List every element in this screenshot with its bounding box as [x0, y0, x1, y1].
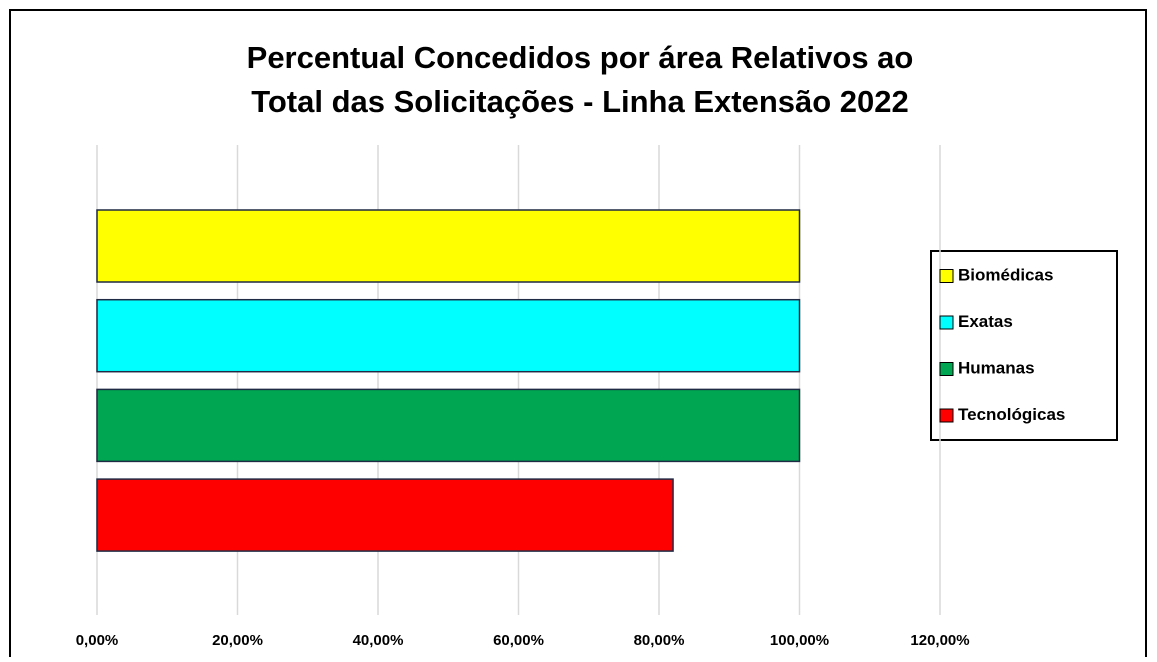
x-tick-label: 120,00% [910, 632, 969, 649]
bar [96, 298, 801, 373]
x-tick-label: 60,00% [493, 632, 544, 649]
x-tick-label: 0,00% [76, 632, 119, 649]
x-tick-label: 80,00% [634, 632, 685, 649]
x-tick-label: 100,00% [770, 632, 829, 649]
legend-swatch [939, 408, 954, 423]
legend-label: Humanas [958, 358, 1035, 377]
legend-swatch [939, 362, 954, 376]
bar [96, 388, 801, 463]
legend-box [930, 250, 1118, 441]
legend-label: Tecnológicas [958, 405, 1065, 424]
chart-title: Total das Solicitações - Linha Extensão … [251, 84, 909, 119]
x-tick-label: 20,00% [212, 632, 263, 649]
legend-swatch [939, 269, 954, 283]
legend-swatch [939, 315, 954, 330]
chart-title: Percentual Concedidos por área Relativos… [247, 40, 914, 75]
bar [96, 478, 674, 552]
x-tick-label: 40,00% [353, 632, 404, 649]
bar [96, 209, 801, 283]
legend-label: Biomédicas [958, 265, 1053, 284]
legend-label: Exatas [958, 312, 1013, 331]
